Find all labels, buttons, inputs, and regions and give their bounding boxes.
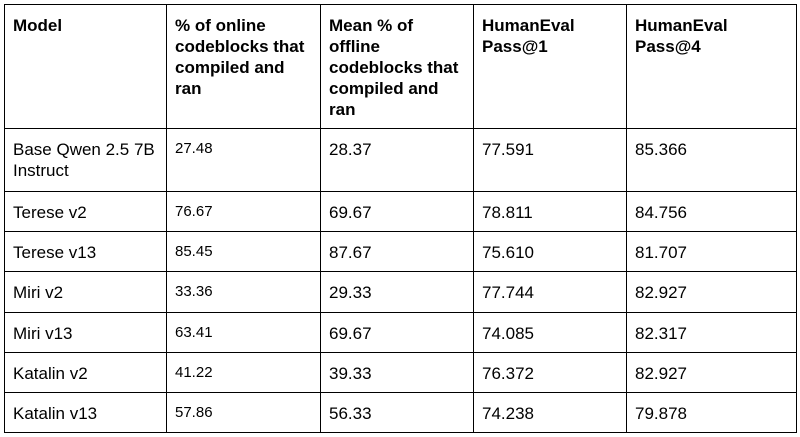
table-cell: 82.927 xyxy=(626,352,797,393)
table-cell: 27.48 xyxy=(166,128,321,192)
table-cell: 69.67 xyxy=(320,191,474,232)
table-cell: Terese v13 xyxy=(4,231,167,272)
table-cell: Miri v13 xyxy=(4,312,167,353)
table-cell: 75.610 xyxy=(473,231,627,272)
table-cell: 74.238 xyxy=(473,392,627,433)
table-cell: Terese v2 xyxy=(4,191,167,232)
table-cell: Katalin v13 xyxy=(4,392,167,433)
table-cell: 76.372 xyxy=(473,352,627,393)
table-cell: 79.878 xyxy=(626,392,797,433)
table-row: Terese v2 76.67 69.67 78.811 84.756 xyxy=(4,191,797,232)
table-cell: 33.36 xyxy=(166,271,321,313)
table-cell: 77.591 xyxy=(473,128,627,192)
table-cell: 85.366 xyxy=(626,128,797,192)
results-table: Model% of online codeblocks that compile… xyxy=(4,4,797,433)
header-row: Model% of online codeblocks that compile… xyxy=(4,4,797,129)
table-cell: Katalin v2 xyxy=(4,352,167,393)
table-container: Model% of online codeblocks that compile… xyxy=(4,4,797,433)
table-cell: 29.33 xyxy=(320,271,474,313)
table-cell: 74.085 xyxy=(473,312,627,353)
header-cell: HumanEval Pass@1 xyxy=(473,4,627,129)
table-cell: 78.811 xyxy=(473,191,627,232)
table-cell: 85.45 xyxy=(166,231,321,272)
table-row: Katalin v13 57.86 56.33 74.238 79.878 xyxy=(4,392,797,433)
table-cell: Base Qwen 2.5 7B Instruct xyxy=(4,128,167,192)
table-cell: 41.22 xyxy=(166,352,321,393)
table-row: Miri v2 33.36 29.33 77.744 82.927 xyxy=(4,271,797,313)
table-cell: 84.756 xyxy=(626,191,797,232)
table-cell: 57.86 xyxy=(166,392,321,433)
table-cell: 28.37 xyxy=(320,128,474,192)
header-cell: Mean % of offline codeblocks that compil… xyxy=(320,4,474,129)
table-cell: 82.317 xyxy=(626,312,797,353)
table-cell: 87.67 xyxy=(320,231,474,272)
table-cell: 39.33 xyxy=(320,352,474,393)
header-cell: % of online codeblocks that compiled and… xyxy=(166,4,321,129)
table-row: Katalin v2 41.22 39.33 76.372 82.927 xyxy=(4,352,797,393)
table-cell: 63.41 xyxy=(166,312,321,353)
table-cell: Miri v2 xyxy=(4,271,167,313)
table-cell: 76.67 xyxy=(166,191,321,232)
table-cell: 77.744 xyxy=(473,271,627,313)
header-cell: Model xyxy=(4,4,167,129)
table-row: Terese v13 85.45 87.67 75.610 81.707 xyxy=(4,231,797,272)
table-cell: 82.927 xyxy=(626,271,797,313)
table-row: Base Qwen 2.5 7B Instruct 27.48 28.37 77.59… xyxy=(4,128,797,192)
table-cell: 56.33 xyxy=(320,392,474,433)
table-row: Miri v13 63.41 69.67 74.085 82.317 xyxy=(4,312,797,353)
table-cell: 81.707 xyxy=(626,231,797,272)
table-body: Base Qwen 2.5 7B Instruct 27.48 28.37 77.59… xyxy=(4,128,797,433)
table-cell: 69.67 xyxy=(320,312,474,353)
header-cell: HumanEval Pass@4 xyxy=(626,4,797,129)
